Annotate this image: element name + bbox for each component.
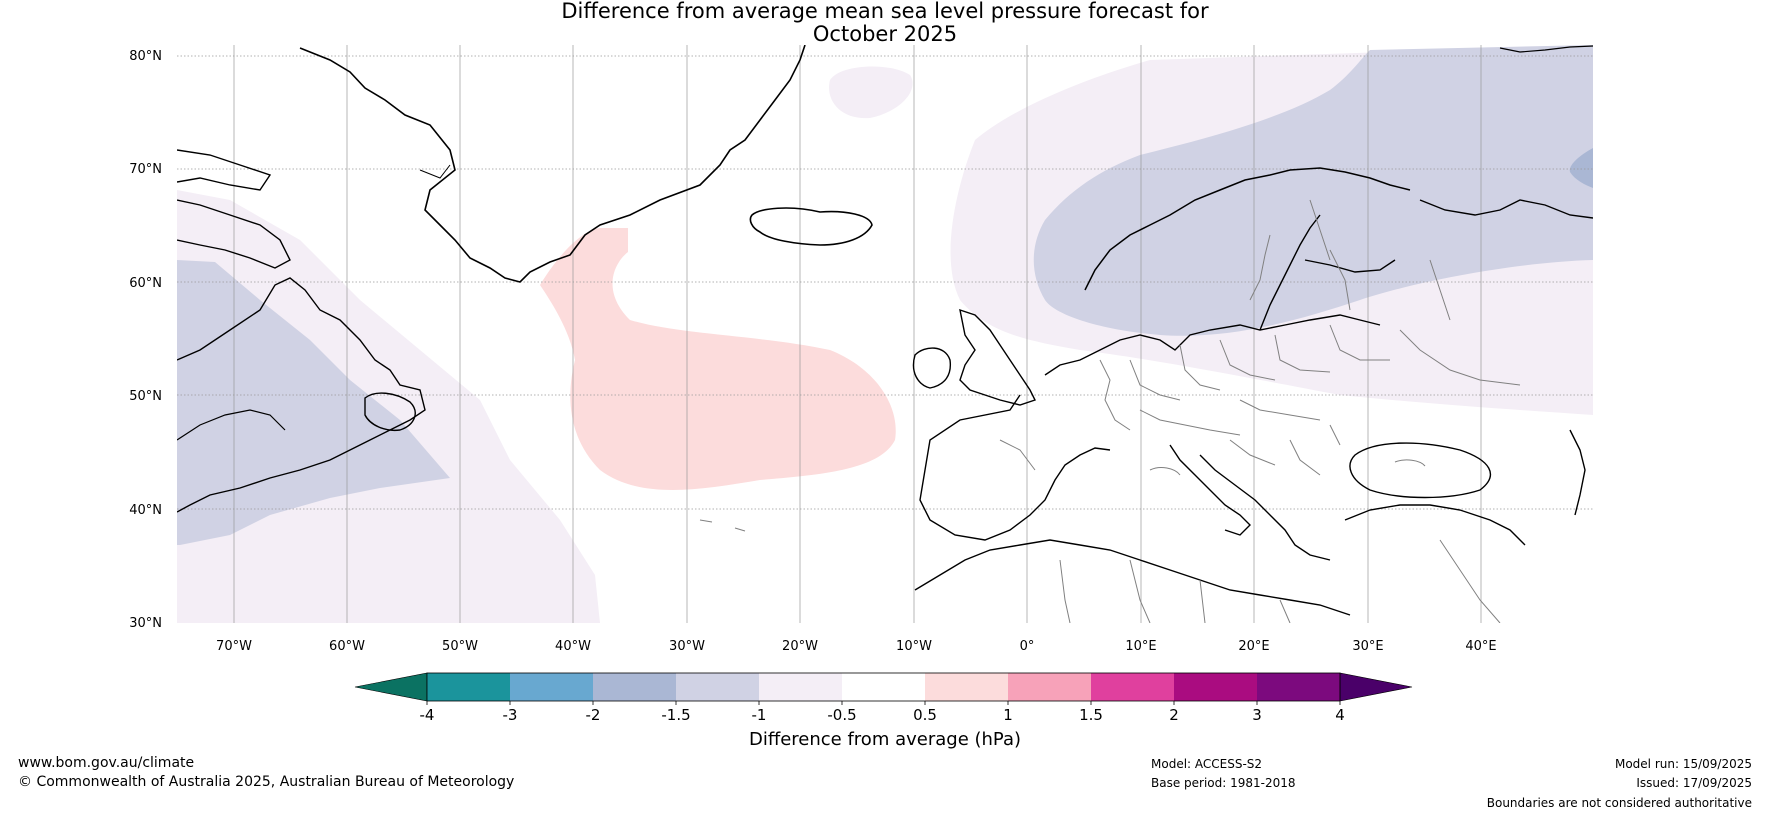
lon-label: 10°W: [896, 639, 932, 654]
colorbar: -4 -3 -2 -1.5 -1 -0.5 0.5 1 1.5 2 3 4: [354, 672, 1413, 724]
colorbar-segment: [1257, 673, 1340, 701]
lon-label: 20°E: [1238, 639, 1269, 654]
sweden-coast: [1259, 214, 1321, 331]
greenland-coast: [299, 45, 806, 283]
lon-label: 50°W: [442, 639, 478, 654]
lat-label: 30°N: [129, 616, 162, 631]
svalbard-coast: [1499, 45, 1593, 53]
newfoundland-coast: [364, 392, 416, 432]
lon-label: 10°E: [1125, 639, 1156, 654]
europe-coast: [1044, 314, 1381, 376]
colorbar-tick-label: 3: [1252, 706, 1262, 724]
black-sea-coast: [1349, 442, 1492, 499]
lon-label: 30°W: [669, 639, 705, 654]
north-africa-coast: [914, 539, 1351, 616]
colorbar-tick-label: -2: [586, 706, 601, 724]
turkey-coast: [1344, 504, 1526, 546]
lon-label: 40°W: [555, 639, 591, 654]
longitude-labels: 70°W 60°W 50°W 40°W 30°W 20°W 10°W 0° 10…: [216, 639, 1497, 654]
anomaly-region-west-mid: [177, 260, 450, 545]
copyright-text: © Commonwealth of Australia 2025, Austra…: [18, 774, 515, 790]
misc-lakes: [699, 459, 1426, 532]
colorbar-border: [426, 672, 1341, 702]
lat-label: 80°N: [129, 49, 162, 64]
norway-coast: [1084, 167, 1411, 291]
colorbar-segment: [842, 673, 925, 701]
arctic-canada-coast: [177, 149, 272, 191]
colorbar-tick-label: -0.5: [827, 706, 856, 724]
finland-coast: [1304, 259, 1396, 273]
map-title: Difference from average mean sea level p…: [0, 0, 1770, 46]
base-period-text: Base period: 1981-2018: [1151, 776, 1296, 790]
colorbar-tick-label: 2: [1169, 706, 1179, 724]
italy-coast: [1169, 444, 1251, 536]
model-run-text: Model run: 15/09/2025: [1614, 757, 1752, 771]
colorbar-tick-label: 4: [1335, 706, 1345, 724]
anomaly-region-northeast-dark: [1569, 148, 1593, 188]
colorbar-segment: [510, 673, 593, 701]
disclaimer-text: Boundaries are not considered authoritat…: [1486, 796, 1752, 810]
colorbar-segment: [759, 673, 842, 701]
iberia-coast: [919, 394, 1111, 541]
anomaly-region-atlantic-positive: [540, 228, 896, 490]
title-line-2: October 2025: [812, 22, 958, 46]
colorbar-segment: [593, 673, 676, 701]
colorbar-label: Difference from average (hPa): [749, 729, 1021, 750]
anomaly-region-scandinavia-mid: [1033, 45, 1593, 336]
anomaly-region-west-light: [177, 190, 600, 623]
anomaly-region-greenland-sea: [829, 66, 913, 119]
lon-label: 40°E: [1465, 639, 1496, 654]
colorbar-tick-label: -1.5: [661, 706, 690, 724]
north-russia-coast: [1419, 199, 1593, 219]
colorbar-tick-label: 1.5: [1079, 706, 1103, 724]
labrador-coast: [177, 277, 426, 513]
colorbar-segment: [427, 673, 510, 701]
website-link[interactable]: www.bom.gov.au/climate: [18, 755, 195, 771]
colorbar-tick-label: 0.5: [913, 706, 937, 724]
title-line-1: Difference from average mean sea level p…: [561, 0, 1209, 23]
lon-label: 30°E: [1352, 639, 1383, 654]
coastlines: [177, 45, 1593, 623]
greenland-inner: [419, 164, 451, 179]
lat-label: 70°N: [129, 162, 162, 177]
country-borders: [999, 199, 1521, 623]
anomaly-fields: [177, 45, 1593, 623]
model-text: Model: ACCESS-S2: [1151, 757, 1263, 771]
balkans-coast: [1199, 454, 1331, 561]
lon-label: 60°W: [329, 639, 365, 654]
colorbar-tick-label: -1: [752, 706, 767, 724]
lat-label: 50°N: [129, 389, 162, 404]
latitude-labels: 80°N 70°N 60°N 50°N 40°N 30°N: [129, 49, 162, 631]
hudson-coast: [177, 409, 286, 441]
colorbar-segment: [925, 673, 1008, 701]
issued-text: Issued: 17/09/2025: [1636, 776, 1752, 790]
colorbar-segment: [1174, 673, 1257, 701]
colorbar-segment: [676, 673, 759, 701]
colorbar-segment: [1008, 673, 1091, 701]
baffin-coast: [177, 199, 291, 269]
colorbar-segment: [1091, 673, 1174, 701]
colorbar-extension-high: [1339, 672, 1413, 702]
lon-label: 70°W: [216, 639, 252, 654]
lon-label: 0°: [1020, 639, 1035, 654]
iceland-coast: [749, 207, 873, 246]
colorbar-tick-label: -3: [503, 706, 518, 724]
colorbar-tick-label: -4: [420, 706, 435, 724]
ireland-coast: [912, 347, 952, 389]
colorbar-extension-low: [354, 672, 428, 702]
caspian-coast: [1569, 429, 1586, 516]
colorbar-tick-label: 1: [1003, 706, 1013, 724]
gridlines: [177, 45, 1593, 623]
lat-label: 40°N: [129, 503, 162, 518]
lon-label: 20°W: [782, 639, 818, 654]
lat-label: 60°N: [129, 276, 162, 291]
great-britain-coast: [959, 308, 1036, 406]
